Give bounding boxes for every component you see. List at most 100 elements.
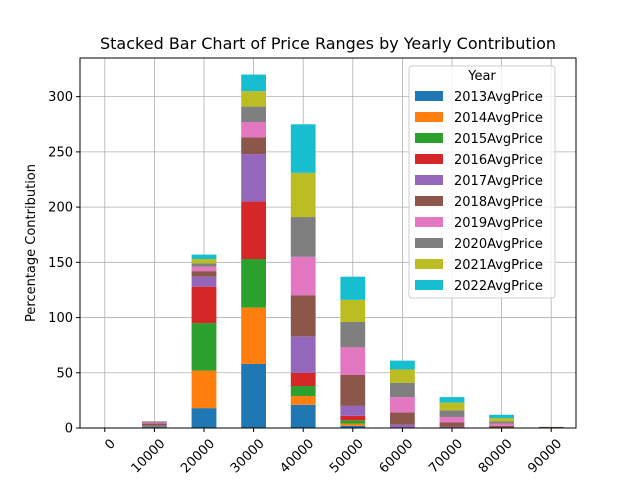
y-tick-label: 0 (65, 422, 73, 437)
legend-title: Year (467, 69, 496, 84)
x-tick-label: 90000 (525, 436, 565, 476)
bar-segment (290, 295, 316, 337)
bar-segment (439, 416, 465, 423)
x-tick-label: 60000 (377, 436, 417, 476)
bar-segment (142, 421, 167, 423)
bar-segment (241, 91, 266, 107)
bar-segment (439, 426, 465, 428)
bar-segment (290, 336, 316, 373)
legend-swatch (415, 175, 443, 185)
bar-segment (340, 415, 366, 421)
chart-title: Stacked Bar Chart of Price Ranges by Yea… (100, 34, 556, 53)
bar-segment (191, 370, 217, 409)
bar-segment (241, 122, 266, 138)
bar-segment (290, 256, 316, 296)
x-tick-label: 50000 (327, 436, 367, 476)
legend-swatch (415, 259, 443, 269)
plot-frame (79, 57, 577, 429)
bar-segment (142, 422, 167, 424)
y-tick-label: 200 (48, 201, 73, 216)
bar-segment (241, 259, 266, 308)
y-tick-label: 150 (48, 256, 73, 271)
bar-segment (191, 266, 217, 272)
legend-entry: 2014AvgPrice (415, 111, 543, 126)
x-tick-label: 30000 (228, 436, 268, 476)
legend-label: 2015AvgPrice (454, 132, 543, 147)
bar-segment (191, 263, 217, 267)
bar-segment (290, 217, 316, 257)
bar-segment (439, 397, 465, 403)
bar-segment (340, 321, 366, 348)
bar-segment (489, 414, 514, 419)
legend: Year 2013AvgPrice 2014AvgPrice 2015AvgPric… (408, 65, 556, 299)
legend-entry: 2016AvgPrice (415, 153, 543, 168)
legend-swatch (415, 217, 443, 227)
bar-segment (340, 374, 366, 406)
legend-items: 2013AvgPrice 2014AvgPrice 2015AvgPrice 2016… (415, 90, 543, 294)
bar-segment (290, 404, 316, 428)
legend-entry: 2015AvgPrice (415, 132, 543, 147)
bar-segment (290, 386, 316, 396)
bar-segment (390, 424, 415, 428)
legend-entry: 2019AvgPrice (415, 216, 543, 231)
legend-box (408, 65, 556, 299)
bar-segment (191, 254, 217, 260)
bar-segment (439, 402, 465, 411)
bar-segment (340, 420, 366, 424)
y-tick-label: 100 (48, 311, 73, 326)
legend-swatch (415, 238, 443, 248)
bar-segment (340, 299, 366, 322)
legend-label: 2017AvgPrice (454, 174, 543, 189)
bar-segment (241, 307, 266, 364)
legend-label: 2021AvgPrice (454, 258, 543, 273)
bar-segment (390, 382, 415, 398)
y-tick-label: 300 (48, 90, 73, 105)
legend-swatch (415, 196, 443, 206)
x-tick-label: 20000 (178, 436, 218, 476)
bar-segment (290, 124, 316, 173)
bar-segment (241, 201, 266, 260)
bar-segment (340, 405, 366, 416)
x-tick-label: 80000 (476, 436, 516, 476)
y-tick-label: 250 (48, 145, 73, 160)
bar-segment (191, 259, 217, 264)
x-tick-label: 0 (102, 436, 118, 452)
legend-entry: 2022AvgPrice (415, 279, 543, 294)
bar-segment (142, 425, 167, 427)
legend-swatch (415, 133, 443, 143)
bar-segment (390, 412, 415, 425)
legend-label: 2018AvgPrice (454, 195, 543, 210)
legend-label: 2014AvgPrice (454, 111, 543, 126)
legend-entry: 2021AvgPrice (415, 258, 543, 273)
bar-segment (340, 425, 366, 428)
bar-segment (390, 369, 415, 383)
bar-segment (191, 276, 217, 287)
legend-label: 2013AvgPrice (454, 90, 543, 105)
legend-label: 2022AvgPrice (454, 279, 543, 294)
bar-segment (390, 397, 415, 413)
bar-segment (439, 410, 465, 417)
bar-segment (191, 271, 217, 277)
y-axis-label: Percentage Contribution (24, 164, 39, 322)
legend-label: 2019AvgPrice (454, 216, 543, 231)
bar-segment (538, 426, 564, 428)
legend-entry: 2018AvgPrice (415, 195, 543, 210)
bar-segment (290, 395, 316, 405)
bar-segment (241, 154, 266, 202)
bar-segment (142, 426, 167, 428)
bars-layer (142, 74, 564, 428)
legend-entry: 2013AvgPrice (415, 90, 543, 105)
bar-segment (191, 323, 217, 371)
bar-segment (340, 347, 366, 375)
y-tick-label: 50 (56, 366, 73, 381)
bar-segment (241, 74, 266, 92)
bar-segment (142, 423, 167, 426)
legend-label: 2016AvgPrice (454, 153, 543, 168)
bar-segment (489, 425, 514, 428)
x-tick-label: 10000 (129, 436, 169, 476)
bar-segment (390, 360, 415, 370)
legend-swatch (415, 112, 443, 122)
legend-swatch (415, 91, 443, 101)
